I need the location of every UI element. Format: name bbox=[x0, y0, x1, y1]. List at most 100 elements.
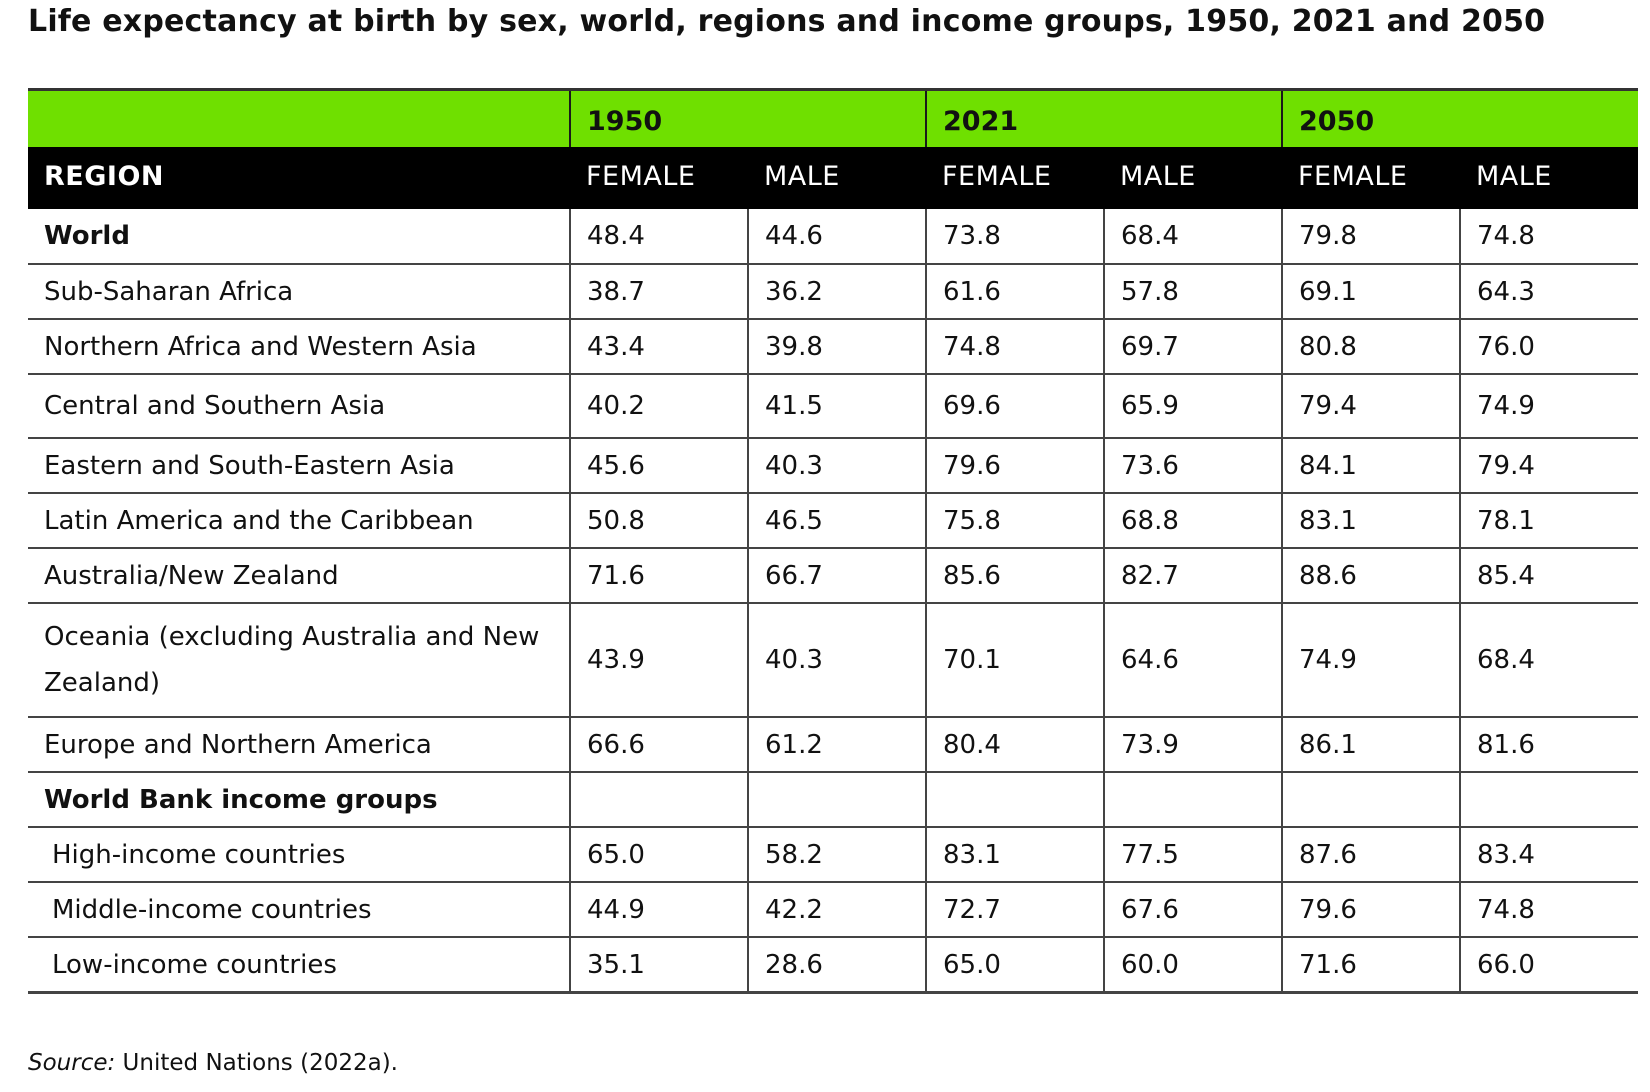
value-cell: 36.2 bbox=[747, 264, 926, 320]
year-header-2021: 2021 bbox=[925, 89, 1282, 147]
value-cell: 79.8 bbox=[1281, 209, 1460, 265]
table-section-row: World Bank income groups bbox=[28, 772, 1638, 828]
value-cell: 65.0 bbox=[569, 827, 748, 883]
value-cell: 66.0 bbox=[1459, 937, 1638, 994]
value-cell: 68.4 bbox=[1103, 209, 1282, 265]
value-cell: 65.0 bbox=[925, 937, 1104, 994]
value-cell: 45.6 bbox=[569, 438, 748, 494]
value-cell bbox=[1459, 772, 1638, 828]
region-name: Oceania (excluding Australia and New Zea… bbox=[28, 603, 570, 718]
value-cell: 40.3 bbox=[747, 438, 926, 494]
sex-header-row: REGION FEMALE MALE FEMALE MALE FEMALE MA… bbox=[28, 147, 1638, 209]
value-cell: 69.6 bbox=[925, 374, 1104, 439]
value-cell: 28.6 bbox=[747, 937, 926, 994]
value-cell: 83.1 bbox=[1281, 493, 1460, 549]
year-header-2050: 2050 bbox=[1281, 89, 1638, 147]
table-row: Europe and Northern America 66.6 61.2 80… bbox=[28, 717, 1638, 773]
value-cell: 68.4 bbox=[1459, 603, 1638, 718]
value-cell: 86.1 bbox=[1281, 717, 1460, 773]
value-cell: 40.3 bbox=[747, 603, 926, 718]
value-cell: 57.8 bbox=[1103, 264, 1282, 320]
value-cell bbox=[1103, 772, 1282, 828]
table-row: Australia/New Zealand 71.6 66.7 85.6 82.… bbox=[28, 548, 1638, 604]
value-cell: 74.8 bbox=[925, 319, 1104, 375]
value-cell: 71.6 bbox=[569, 548, 748, 604]
region-name: Central and Southern Asia bbox=[28, 374, 570, 439]
region-name: Northern Africa and Western Asia bbox=[28, 319, 570, 375]
value-cell: 72.7 bbox=[925, 882, 1104, 938]
value-cell: 73.8 bbox=[925, 209, 1104, 265]
value-cell: 39.8 bbox=[747, 319, 926, 375]
region-name: Sub-Saharan Africa bbox=[28, 264, 570, 320]
value-cell: 82.7 bbox=[1103, 548, 1282, 604]
male-column-header-2050: MALE bbox=[1460, 147, 1638, 209]
value-cell: 64.3 bbox=[1459, 264, 1638, 320]
region-name: World bbox=[28, 209, 570, 265]
value-cell: 41.5 bbox=[747, 374, 926, 439]
value-cell: 79.4 bbox=[1459, 438, 1638, 494]
region-name: Europe and Northern America bbox=[28, 717, 570, 773]
value-cell: 69.7 bbox=[1103, 319, 1282, 375]
value-cell: 67.6 bbox=[1103, 882, 1282, 938]
value-cell: 60.0 bbox=[1103, 937, 1282, 994]
value-cell: 83.1 bbox=[925, 827, 1104, 883]
value-cell: 70.1 bbox=[925, 603, 1104, 718]
value-cell: 66.6 bbox=[569, 717, 748, 773]
table-row: World 48.4 44.6 73.8 68.4 79.8 74.8 bbox=[28, 209, 1638, 265]
value-cell: 35.1 bbox=[569, 937, 748, 994]
female-column-header-1950: FEMALE bbox=[570, 147, 748, 209]
value-cell: 78.1 bbox=[1459, 493, 1638, 549]
value-cell: 73.6 bbox=[1103, 438, 1282, 494]
value-cell: 77.5 bbox=[1103, 827, 1282, 883]
table-title: Life expectancy at birth by sex, world, … bbox=[28, 4, 1546, 39]
region-name: Eastern and South-Eastern Asia bbox=[28, 438, 570, 494]
value-cell: 43.4 bbox=[569, 319, 748, 375]
value-cell: 79.6 bbox=[925, 438, 1104, 494]
region-name: Latin America and the Caribbean bbox=[28, 493, 570, 549]
table-row: Sub-Saharan Africa 38.7 36.2 61.6 57.8 6… bbox=[28, 264, 1638, 320]
male-column-header-2021: MALE bbox=[1104, 147, 1282, 209]
table-row: Central and Southern Asia 40.2 41.5 69.6… bbox=[28, 374, 1638, 439]
value-cell: 85.6 bbox=[925, 548, 1104, 604]
value-cell: 83.4 bbox=[1459, 827, 1638, 883]
year-header-row: 1950 2021 2050 bbox=[28, 89, 1638, 147]
value-cell: 81.6 bbox=[1459, 717, 1638, 773]
value-cell: 79.4 bbox=[1281, 374, 1460, 439]
value-cell: 74.8 bbox=[1459, 209, 1638, 265]
value-cell bbox=[747, 772, 926, 828]
value-cell: 58.2 bbox=[747, 827, 926, 883]
life-expectancy-table: 1950 2021 2050 REGION FEMALE MALE FEMALE… bbox=[28, 88, 1638, 994]
female-column-header-2050: FEMALE bbox=[1282, 147, 1460, 209]
value-cell: 76.0 bbox=[1459, 319, 1638, 375]
source-label: Source: bbox=[28, 1050, 116, 1076]
value-cell bbox=[925, 772, 1104, 828]
value-cell bbox=[569, 772, 748, 828]
value-cell: 61.6 bbox=[925, 264, 1104, 320]
value-cell: 65.9 bbox=[1103, 374, 1282, 439]
value-cell: 42.2 bbox=[747, 882, 926, 938]
value-cell: 87.6 bbox=[1281, 827, 1460, 883]
value-cell: 66.7 bbox=[747, 548, 926, 604]
male-column-header-1950: MALE bbox=[748, 147, 926, 209]
value-cell: 74.9 bbox=[1281, 603, 1460, 718]
value-cell: 73.9 bbox=[1103, 717, 1282, 773]
value-cell: 69.1 bbox=[1281, 264, 1460, 320]
value-cell: 80.4 bbox=[925, 717, 1104, 773]
table-row: Low-income countries 35.1 28.6 65.0 60.0… bbox=[28, 937, 1638, 994]
value-cell: 48.4 bbox=[569, 209, 748, 265]
value-cell: 44.9 bbox=[569, 882, 748, 938]
region-column-header: REGION bbox=[28, 147, 570, 209]
value-cell: 46.5 bbox=[747, 493, 926, 549]
section-heading: World Bank income groups bbox=[28, 772, 570, 828]
region-name: Low-income countries bbox=[28, 937, 570, 994]
value-cell bbox=[1281, 772, 1460, 828]
value-cell: 79.6 bbox=[1281, 882, 1460, 938]
region-name: Australia/New Zealand bbox=[28, 548, 570, 604]
year-header-blank bbox=[28, 89, 570, 147]
year-header-1950: 1950 bbox=[569, 89, 926, 147]
value-cell: 64.6 bbox=[1103, 603, 1282, 718]
value-cell: 50.8 bbox=[569, 493, 748, 549]
source-text: United Nations (2022a). bbox=[115, 1050, 398, 1076]
value-cell: 75.8 bbox=[925, 493, 1104, 549]
value-cell: 71.6 bbox=[1281, 937, 1460, 994]
